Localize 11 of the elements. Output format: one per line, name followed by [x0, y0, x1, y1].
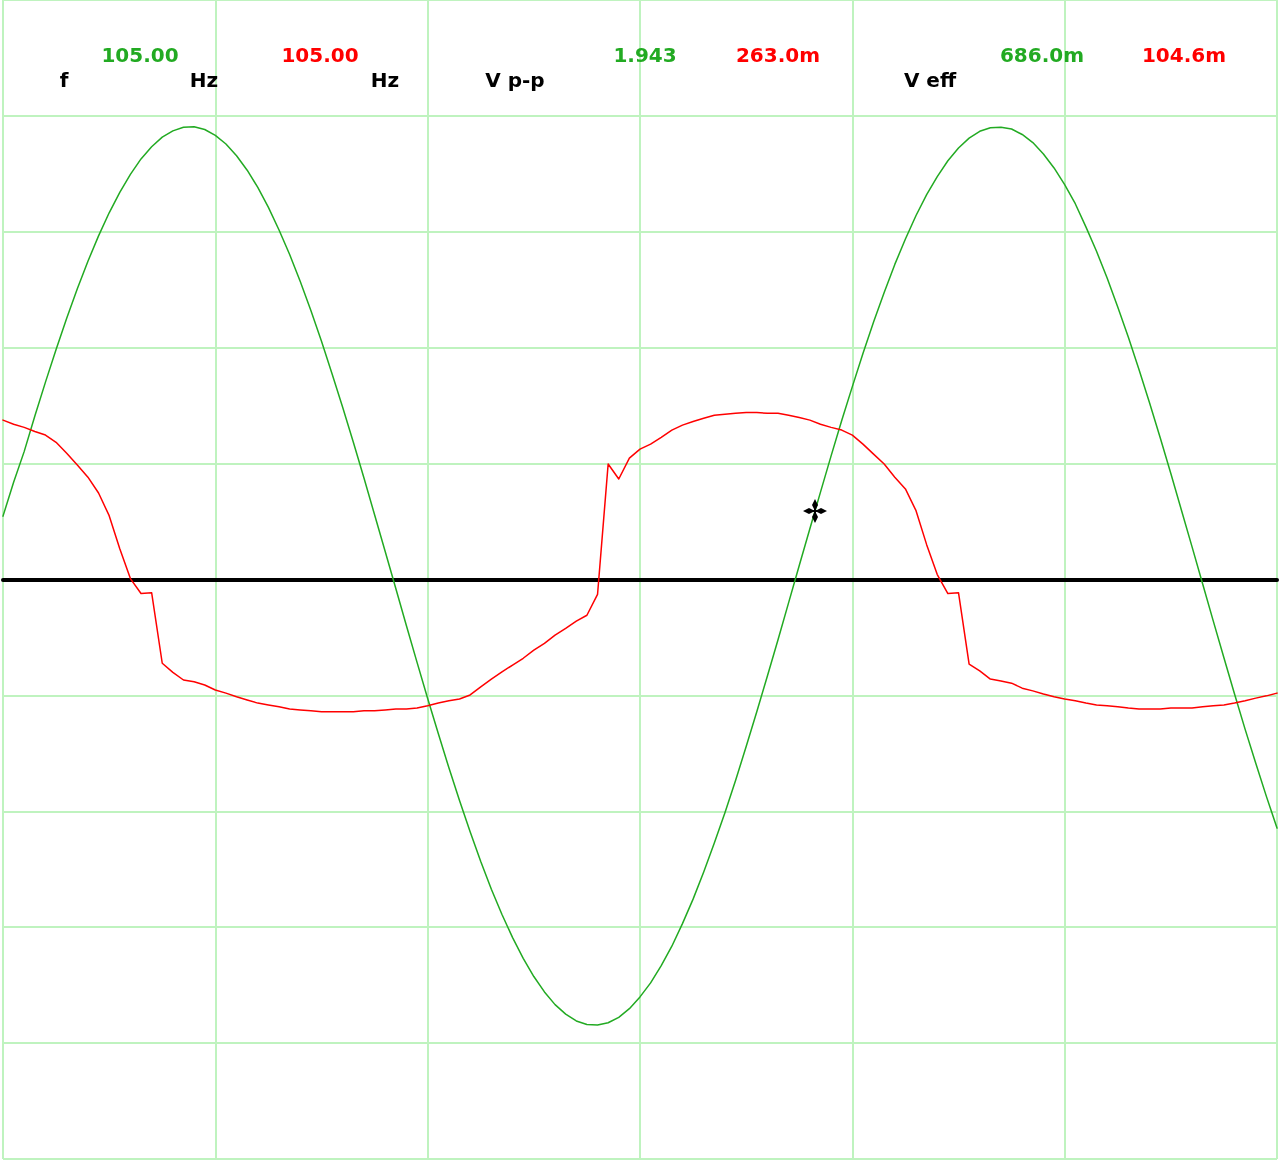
text: 263.0m	[735, 43, 821, 67]
text: 1.943	[613, 43, 677, 67]
text: Hz	[189, 68, 219, 92]
text: 686.0m	[999, 43, 1085, 67]
text: Hz	[370, 68, 400, 92]
text: f	[59, 68, 69, 92]
text: V eff	[903, 68, 957, 92]
text: 105.00	[101, 43, 179, 67]
text: 104.6m	[1141, 43, 1227, 67]
text: V p-p	[485, 68, 545, 92]
text: 105.00	[281, 43, 359, 67]
